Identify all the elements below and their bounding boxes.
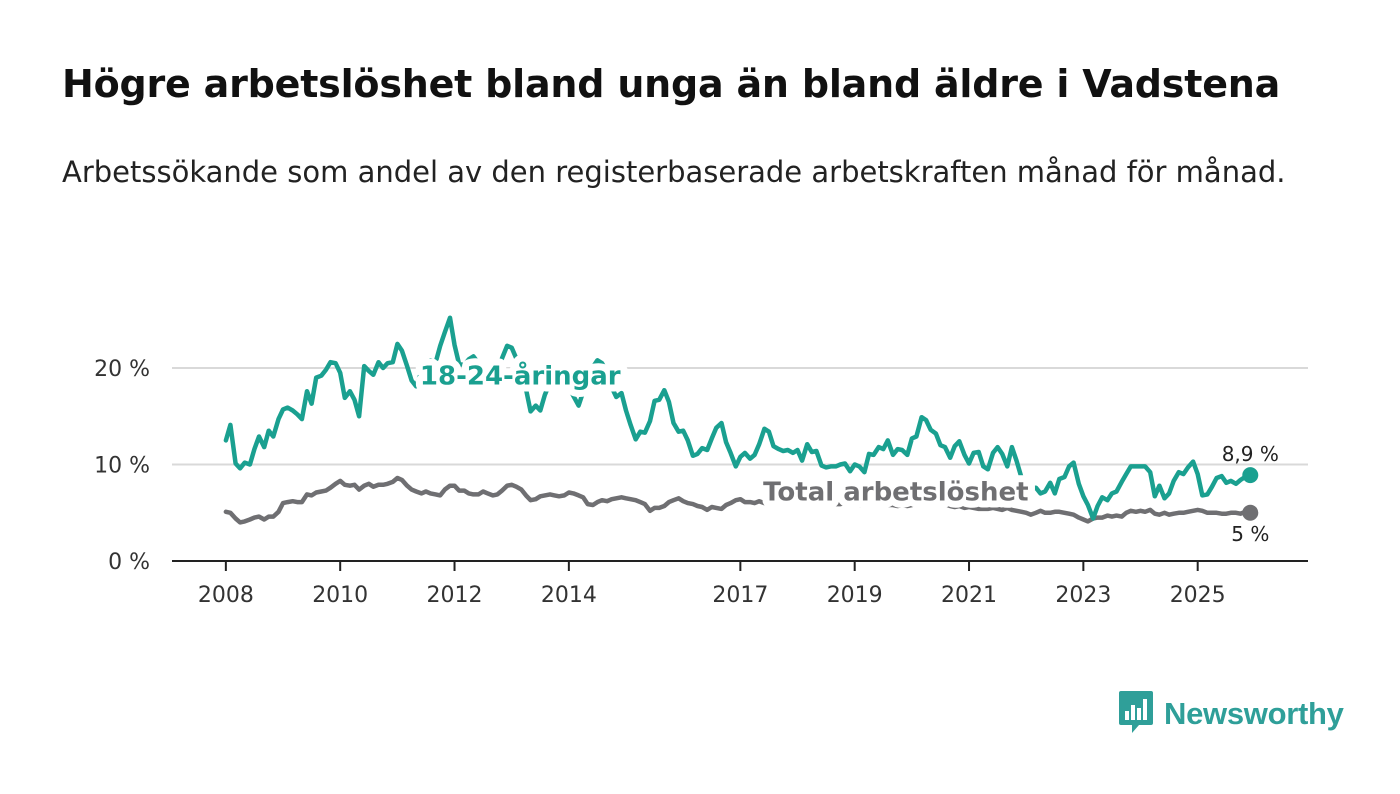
x-tick-label: 2021	[941, 583, 997, 608]
end-marker-total	[1242, 504, 1259, 521]
y-tick-label: 0 %	[108, 550, 150, 575]
end-value-label-youth: 8,9 %	[1222, 442, 1279, 466]
series-layer	[223, 315, 1253, 525]
x-tick-label: 2019	[827, 583, 883, 608]
end-value-label-total: 5 %	[1231, 522, 1269, 546]
x-tick-label: 2010	[312, 583, 368, 608]
bar-chart-speech-bubble-icon	[1118, 690, 1154, 738]
x-tick-label: 2017	[712, 583, 768, 608]
endpoint-layer: 8,9 % 5 %	[1222, 442, 1279, 546]
y-tick-label: 10 %	[94, 454, 150, 479]
y-tick-label: 20 %	[94, 357, 150, 382]
series-label-youth: 18-24-åringar	[420, 360, 621, 392]
series-line-youth	[223, 315, 1253, 521]
x-tick-label: 2008	[198, 583, 254, 608]
grid-layer: 0 % 10 % 20 % 2008 2010 2012 2014 2017 2019 2021 2…	[94, 357, 1308, 608]
chart-title: Högre arbetslöshet bland unga än bland ä…	[62, 62, 1281, 106]
x-tick-label: 2023	[1055, 583, 1111, 608]
end-marker-youth	[1242, 467, 1259, 484]
brand-name: Newsworthy	[1164, 696, 1344, 731]
x-tick-label: 2012	[427, 583, 483, 608]
series-label-total: Total arbetslöshet	[763, 478, 1028, 508]
x-tick-label: 2025	[1170, 583, 1226, 608]
series-line-total	[223, 475, 1253, 525]
chart-subtitle: Arbetssökande som andel av den registerb…	[62, 155, 1286, 189]
brand-logo: Newsworthy	[1118, 690, 1344, 738]
x-tick-label: 2014	[541, 583, 597, 608]
